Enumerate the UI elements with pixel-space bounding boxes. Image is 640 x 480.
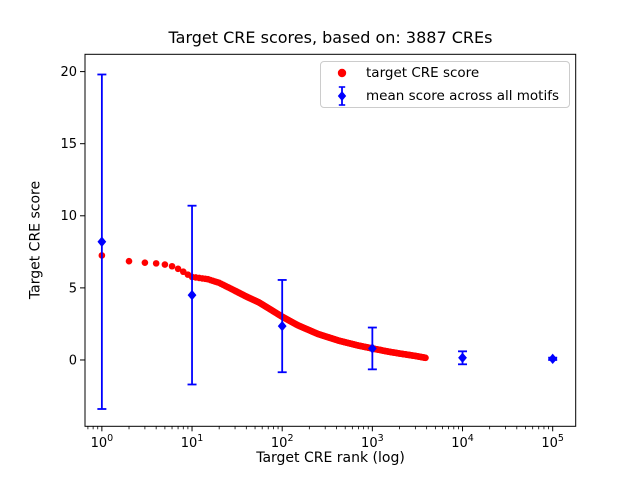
svg-text:5: 5 bbox=[69, 281, 77, 296]
svg-text:10: 10 bbox=[60, 209, 77, 224]
red-dot-icon bbox=[330, 62, 354, 84]
legend-item-mean-score: mean score across all motifs bbox=[330, 85, 569, 107]
legend-item-target-cre-score: target CRE score bbox=[330, 62, 569, 84]
svg-text:101: 101 bbox=[181, 433, 204, 451]
svg-text:105: 105 bbox=[541, 433, 564, 451]
legend-label: target CRE score bbox=[366, 65, 480, 81]
legend: target CRE score mean score across all m… bbox=[320, 61, 570, 108]
svg-text:104: 104 bbox=[451, 433, 474, 451]
y-axis-label: Target CRE score bbox=[27, 180, 44, 300]
chart-title: Target CRE scores, based on: 3887 CREs bbox=[168, 28, 493, 47]
svg-text:103: 103 bbox=[361, 433, 384, 451]
svg-text:15: 15 bbox=[60, 137, 77, 152]
x-axis-label: Target CRE rank (log) bbox=[256, 450, 405, 466]
svg-text:20: 20 bbox=[60, 65, 77, 80]
legend-label: mean score across all motifs bbox=[366, 88, 560, 104]
svg-text:100: 100 bbox=[91, 433, 114, 451]
svg-text:0: 0 bbox=[69, 353, 77, 368]
svg-text:102: 102 bbox=[271, 433, 294, 451]
blue-diamond-errorbar-icon bbox=[330, 85, 354, 107]
